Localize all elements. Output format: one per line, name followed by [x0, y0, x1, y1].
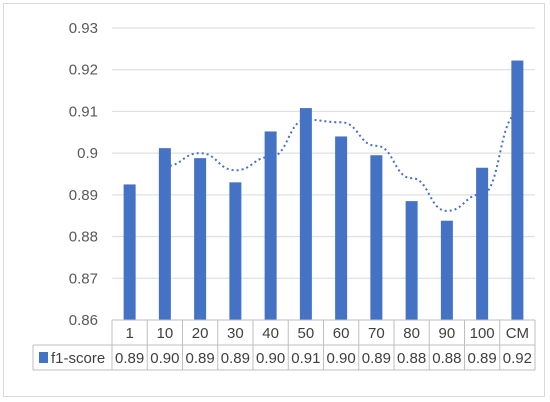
x-category-label: 90: [439, 325, 456, 342]
bar-20: [194, 158, 207, 320]
bar-30: [229, 182, 242, 320]
data-table-value: 0.90: [327, 350, 356, 367]
bars: [123, 60, 524, 321]
data-table-value: 0.90: [256, 350, 285, 367]
y-tick-label: 0.9: [77, 145, 98, 162]
data-table-value: 0.89: [115, 350, 144, 367]
x-category-label: 40: [262, 325, 279, 342]
x-category-label: CM: [506, 325, 529, 342]
gridlines: [112, 27, 535, 279]
bar-70: [370, 155, 383, 320]
f1-score-bar-chart: 0.86 0.87 0.88 0.89 0.9 0.91 0.92 0.93 1 10 20 30 4…: [32, 20, 536, 371]
y-tick-label: 0.91: [69, 103, 98, 120]
data-table-value: 0.88: [397, 350, 426, 367]
x-category-label: 10: [157, 325, 174, 342]
data-table: 1 10 20 30 40 50 60 70 80 90 100 CM f1-score 0.89 0.90…: [32, 319, 536, 371]
x-category-label: 20: [192, 325, 209, 342]
bar-10: [158, 148, 171, 320]
chart-frame: 0.86 0.87 0.88 0.89 0.9 0.91 0.92 0.93 1 10 20 30 4…: [3, 3, 545, 397]
bar-50: [299, 108, 312, 320]
x-category-label: 1: [125, 325, 133, 342]
x-category-label: 60: [333, 325, 350, 342]
bar-100: [476, 167, 489, 320]
data-table-value: 0.89: [221, 350, 250, 367]
x-category-label: 30: [227, 325, 244, 342]
series-name-label: f1-score: [51, 350, 105, 367]
y-axis-ticks: 0.86 0.87 0.88 0.89 0.9 0.91 0.92 0.93: [69, 20, 98, 329]
data-table-value: 0.89: [362, 350, 391, 367]
bar-80: [405, 201, 418, 320]
bar-90: [440, 220, 453, 320]
bar-40: [264, 131, 277, 320]
data-table-value: 0.92: [503, 350, 532, 367]
legend-key: [39, 352, 48, 363]
y-tick-label: 0.87: [69, 270, 98, 287]
y-tick-label: 0.88: [69, 229, 98, 246]
bar-CM: [511, 60, 524, 321]
bar-60: [335, 136, 348, 320]
x-category-label: 100: [470, 325, 495, 342]
data-table-value: 0.89: [468, 350, 497, 367]
moving-average-trendline: [164, 113, 518, 212]
y-tick-label: 0.92: [69, 62, 98, 79]
data-table-value: 0.91: [291, 350, 320, 367]
y-tick-label: 0.93: [69, 20, 98, 37]
data-table-value: 0.90: [150, 350, 179, 367]
data-table-value: 0.88: [432, 350, 461, 367]
x-category-label: 70: [368, 325, 385, 342]
y-tick-label: 0.86: [69, 312, 98, 329]
y-tick-label: 0.89: [69, 187, 98, 204]
bar-1: [123, 184, 136, 320]
data-table-value: 0.89: [186, 350, 215, 367]
x-category-label: 80: [403, 325, 420, 342]
x-category-label: 50: [298, 325, 315, 342]
